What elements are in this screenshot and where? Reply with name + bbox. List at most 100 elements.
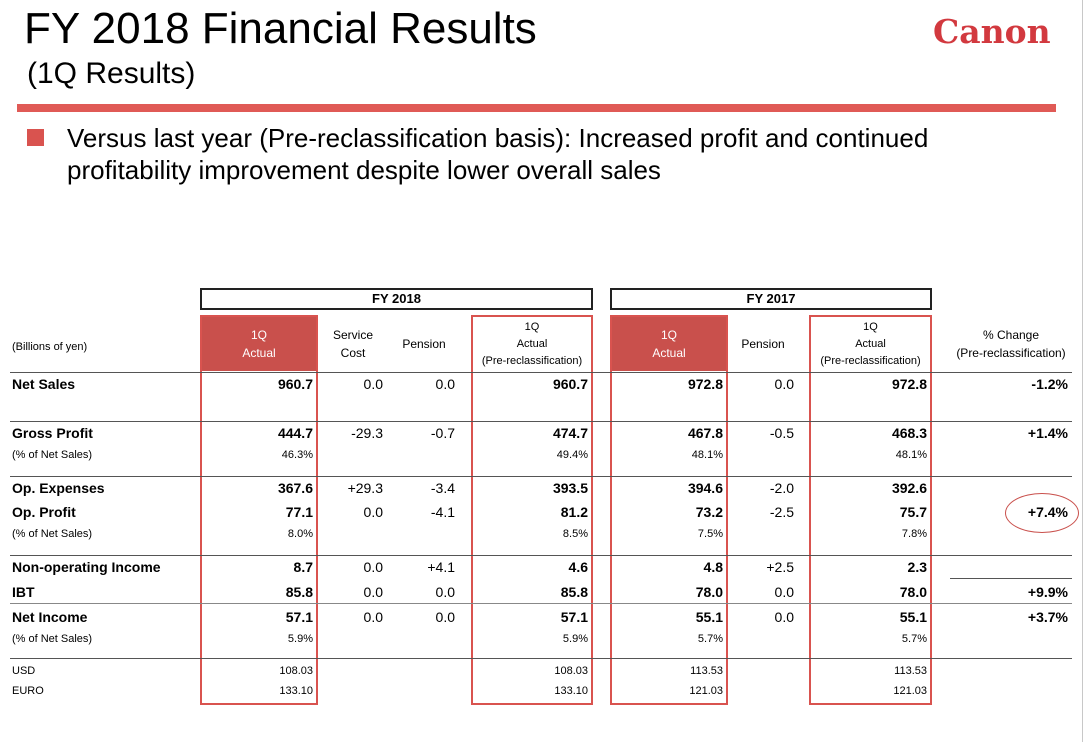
row-label-gross-profit-pct: (% of Net Sales) <box>12 449 93 461</box>
cell-op-profit-pension-2018: -4.1 <box>430 504 455 520</box>
column-frame-fy2018-actual <box>200 315 318 705</box>
cell-op-profit-fy2018: 77.1 <box>285 504 313 520</box>
page-title: FY 2018 Financial Results <box>24 4 537 53</box>
cell-net-income-fy2017-pre: 55.1 <box>899 609 927 625</box>
row-divider <box>10 421 1072 422</box>
cell-gross-profit-pct-fy2018: 46.3% <box>281 449 313 461</box>
row-label-net-sales: Net Sales <box>12 376 76 392</box>
cell-ibt-pension-2018: 0.0 <box>435 584 455 600</box>
cell-op-profit-service: 0.0 <box>363 504 383 520</box>
cell-op-profit-pct-fy2018: 8.0% <box>287 528 313 540</box>
cell-net-income-fy2017: 55.1 <box>695 609 723 625</box>
column-header-fy2017-prereclass: 1Q Actual (Pre-reclassification) <box>820 320 921 367</box>
cell-ibt-service: 0.0 <box>363 584 383 600</box>
cell-op-expenses-fy2017: 394.6 <box>687 480 723 496</box>
canon-logo: Canon <box>933 12 1051 51</box>
row-label-euro: EURO <box>12 685 44 697</box>
cell-gross-profit-change: +1.4% <box>1027 425 1068 441</box>
column-frame-fy2018-prereclass <box>471 315 593 705</box>
cell-op-expenses-fy2018: 367.6 <box>277 480 313 496</box>
cell-ibt-fy2017: 78.0 <box>695 584 723 600</box>
cell-net-sales-pension-2017: 0.0 <box>774 376 794 392</box>
row-label-net-income: Net Income <box>12 609 88 625</box>
cell-ibt-fy2018: 85.8 <box>285 584 313 600</box>
cell-euro-fy2018: 133.10 <box>279 685 313 697</box>
cell-gross-profit-fy2018: 444.7 <box>277 425 313 441</box>
column-header-fy2018-actual: 1Q Actual <box>202 317 316 371</box>
row-label-op-profit-pct: (% of Net Sales) <box>12 528 93 540</box>
group-header-fy2017: FY 2017 <box>610 288 932 310</box>
cell-net-income-service: 0.0 <box>363 609 383 625</box>
row-label-usd: USD <box>12 665 36 677</box>
cell-euro-fy2017: 121.03 <box>689 685 723 697</box>
cell-ibt-fy2017-pre: 78.0 <box>899 584 927 600</box>
row-label-ibt: IBT <box>12 584 35 600</box>
cell-usd-fy2018-pre: 108.03 <box>554 665 588 677</box>
row-label-op-expenses: Op. Expenses <box>12 480 105 496</box>
cell-non-op-fy2017: 4.8 <box>703 559 723 575</box>
cell-op-profit-pension-2017: -2.5 <box>769 504 794 520</box>
unit-label: (Billions of yen) <box>12 341 88 353</box>
cell-non-op-pension-2017: +2.5 <box>766 559 794 575</box>
row-divider <box>10 476 1072 477</box>
cell-gross-profit-fy2017-pre: 468.3 <box>891 425 927 441</box>
row-divider <box>10 658 1072 659</box>
cell-net-sales-pension-2018: 0.0 <box>435 376 455 392</box>
column-frame-fy2017-actual <box>610 315 728 705</box>
cell-non-op-fy2018-pre: 4.6 <box>568 559 588 575</box>
row-divider <box>10 555 1072 556</box>
cell-net-income-pct-fy2018: 5.9% <box>287 633 313 645</box>
cell-euro-fy2018-pre: 133.10 <box>554 685 588 697</box>
column-header-pension-2018: Pension <box>402 337 446 351</box>
cell-op-expenses-pension-2018: -3.4 <box>430 480 455 496</box>
cell-usd-fy2018: 108.03 <box>279 665 313 677</box>
cell-ibt-fy2018-pre: 85.8 <box>560 584 588 600</box>
column-frame-fy2017-prereclass <box>809 315 932 705</box>
cell-net-sales-service: 0.0 <box>363 376 383 392</box>
row-label-net-income-pct: (% of Net Sales) <box>12 633 93 645</box>
row-divider <box>950 578 1072 579</box>
cell-gross-profit-pct-fy2018-pre: 49.4% <box>556 449 588 461</box>
cell-net-income-pct-fy2017: 5.7% <box>697 633 723 645</box>
cell-gross-profit-pension-2017: -0.5 <box>769 425 794 441</box>
cell-op-profit-fy2017-pre: 75.7 <box>899 504 927 520</box>
row-divider <box>10 603 1072 604</box>
cell-op-profit-pct-fy2017-pre: 7.8% <box>901 528 927 540</box>
row-label-non-operating-income: Non-operating Income <box>12 559 161 575</box>
summary-bullet: Versus last year (Pre-reclassification b… <box>67 123 929 185</box>
cell-gross-profit-pct-fy2017-pre: 48.1% <box>895 449 927 461</box>
cell-gross-profit-fy2018-pre: 474.7 <box>552 425 588 441</box>
cell-op-expenses-fy2017-pre: 392.6 <box>891 480 927 496</box>
page-edge-line <box>1082 0 1083 742</box>
cell-non-op-service: 0.0 <box>363 559 383 575</box>
cell-op-profit-pct-fy2017: 7.5% <box>697 528 723 540</box>
cell-gross-profit-fy2017: 467.8 <box>687 425 723 441</box>
cell-op-expenses-service: +29.3 <box>347 480 383 496</box>
cell-net-income-pension-2018: 0.0 <box>435 609 455 625</box>
row-divider <box>10 372 1072 373</box>
cell-net-income-pct-fy2017-pre: 5.7% <box>901 633 927 645</box>
cell-net-sales-change: -1.2% <box>1031 376 1068 392</box>
bullet-square-icon <box>27 129 44 146</box>
column-header-pct-change: % Change (Pre-reclassification) <box>956 328 1066 360</box>
row-label-gross-profit: Gross Profit <box>12 425 93 441</box>
cell-op-profit-pct-fy2018-pre: 8.5% <box>562 528 588 540</box>
group-header-fy2018: FY 2018 <box>200 288 593 310</box>
cell-euro-fy2017-pre: 121.03 <box>893 685 927 697</box>
cell-net-sales-fy2018-pre: 960.7 <box>552 376 588 392</box>
cell-non-op-fy2018: 8.7 <box>293 559 313 575</box>
cell-op-profit-fy2017: 73.2 <box>695 504 723 520</box>
cell-net-income-pension-2017: 0.0 <box>774 609 794 625</box>
title-divider <box>17 104 1056 112</box>
cell-net-income-change: +3.7% <box>1027 609 1068 625</box>
cell-gross-profit-service: -29.3 <box>351 425 383 441</box>
cell-net-income-fy2018-pre: 57.1 <box>560 609 588 625</box>
cell-net-sales-fy2018: 960.7 <box>277 376 313 392</box>
cell-op-profit-fy2018-pre: 81.2 <box>560 504 588 520</box>
cell-op-expenses-fy2018-pre: 393.5 <box>552 480 588 496</box>
column-header-pension-2017: Pension <box>741 337 785 351</box>
cell-net-sales-fy2017-pre: 972.8 <box>891 376 927 392</box>
column-header-service-cost: Service Cost <box>332 328 373 360</box>
cell-usd-fy2017-pre: 113.53 <box>894 665 927 677</box>
cell-non-op-fy2017-pre: 2.3 <box>907 559 927 575</box>
